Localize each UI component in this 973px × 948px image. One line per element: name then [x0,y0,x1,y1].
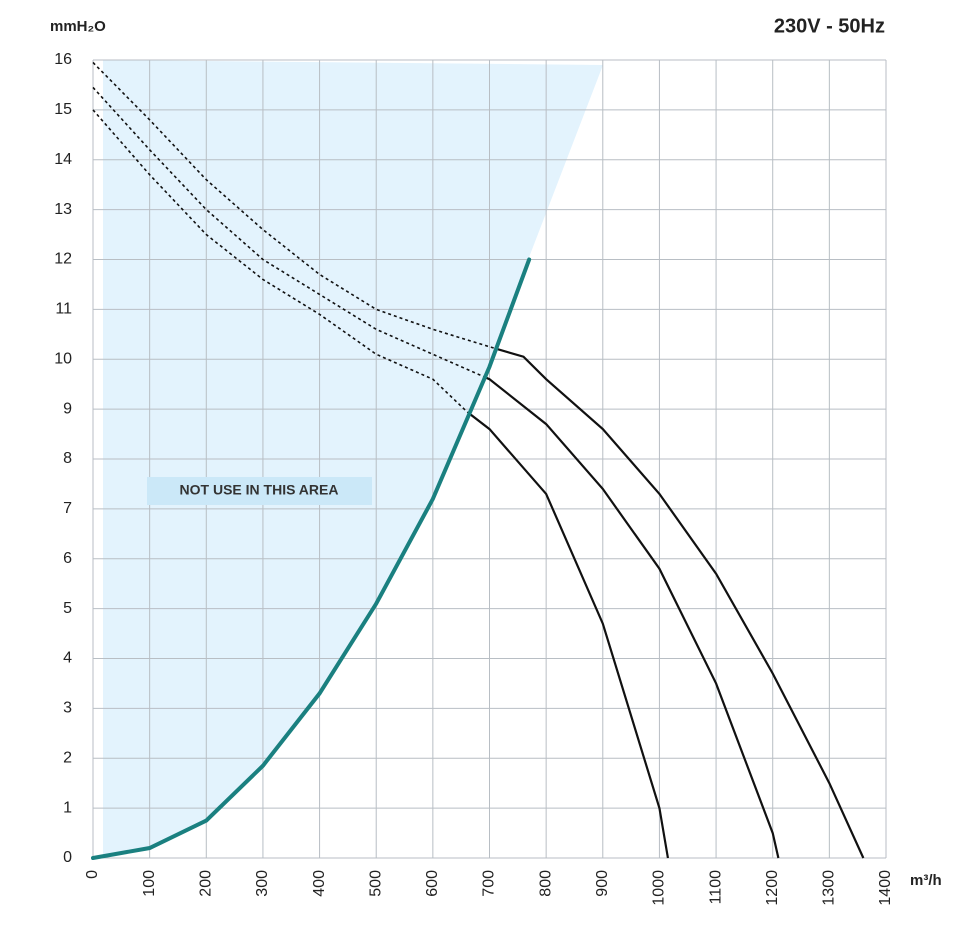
y-tick-label: 7 [63,500,72,517]
y-tick-label: 9 [63,400,72,417]
x-tick-label: 500 [367,870,384,897]
y-tick-label: 4 [63,650,72,667]
y-tick-label: 8 [63,450,72,467]
x-tick-label: 1100 [707,870,724,905]
y-tick-label: 3 [63,700,72,717]
x-tick-label: 0 [84,870,101,879]
x-tick-label: 1000 [651,870,668,906]
fan-curve-dashed [92,61,528,858]
y-tick-label: 12 [54,251,72,268]
y-tick-label: 2 [63,749,72,766]
y-tick-label: 1 [63,799,72,816]
x-tick-label: 200 [198,870,215,897]
x-tick-label: 300 [254,870,271,897]
y-tick-label: 11 [55,301,72,318]
fan-curve-dashed [92,86,528,858]
x-tick-label: 800 [537,870,554,897]
y-tick-label: 14 [54,151,72,168]
y-tick-label: 5 [63,600,72,617]
y-tick-label: 15 [54,101,72,118]
fan-curve-dashed [92,109,528,858]
x-tick-label: 100 [141,870,158,897]
annotation: NOT USE IN THIS AREA [180,482,339,498]
restricted-area [103,60,603,856]
x-tick-label: 700 [481,870,498,897]
chart-title: 230V - 50Hz [774,15,885,37]
x-tick-label: 600 [424,870,441,897]
x-tick-label: 1400 [877,870,894,906]
y-tick-label: 13 [54,201,72,218]
x-tick-label: 1300 [821,870,838,906]
x-tick-label: 1200 [764,870,781,906]
annotation-box [147,477,372,505]
y-axis-label: mmH₂O [50,18,106,35]
x-tick-label: 900 [594,870,611,897]
y-tick-label: 10 [54,350,72,367]
x-tick-label: 400 [311,870,328,897]
y-tick-label: 6 [63,550,72,567]
y-tick-label: 0 [63,849,72,866]
system-curve [91,257,532,860]
x-axis-label: m³/h [910,872,942,889]
y-tick-label: 16 [54,51,72,68]
